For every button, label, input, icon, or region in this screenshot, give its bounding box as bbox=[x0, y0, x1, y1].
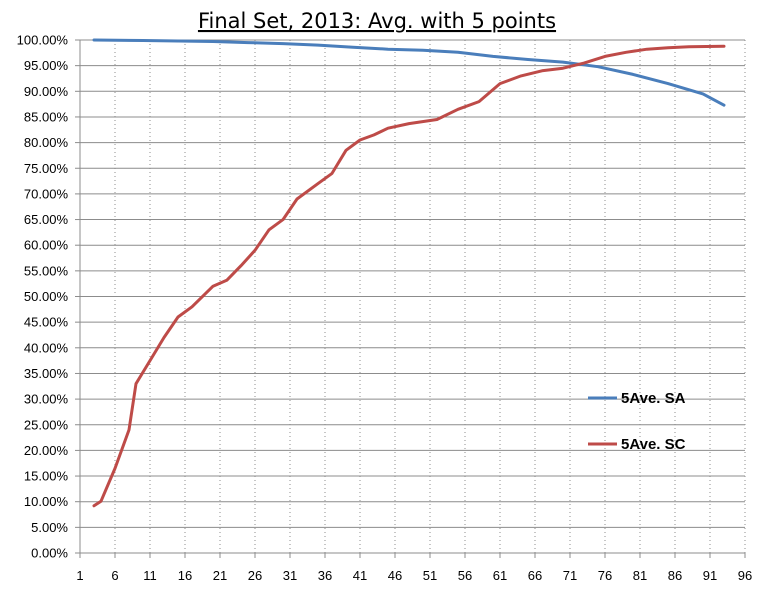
x-tick-label: 96 bbox=[738, 568, 752, 583]
y-tick-label: 5.00% bbox=[31, 520, 68, 535]
x-tick-label: 41 bbox=[353, 568, 367, 583]
y-tick-label: 35.00% bbox=[24, 366, 69, 381]
y-tick-label: 30.00% bbox=[24, 392, 69, 407]
y-tick-label: 20.00% bbox=[24, 443, 69, 458]
x-tick-label: 76 bbox=[598, 568, 612, 583]
y-tick-label: 75.00% bbox=[24, 161, 69, 176]
x-tick-label: 56 bbox=[458, 568, 472, 583]
x-tick-label: 21 bbox=[213, 568, 227, 583]
x-tick-label: 31 bbox=[283, 568, 297, 583]
x-tick-label: 36 bbox=[318, 568, 332, 583]
x-tick-label: 86 bbox=[668, 568, 682, 583]
series bbox=[92, 38, 726, 508]
x-tick-label: 11 bbox=[143, 568, 157, 583]
y-tick-label: 25.00% bbox=[24, 417, 69, 432]
x-tick-label: 66 bbox=[528, 568, 542, 583]
y-tick-label: 65.00% bbox=[24, 212, 69, 227]
series-line-sc bbox=[92, 44, 726, 508]
y-tick-label: 80.00% bbox=[24, 135, 69, 150]
y-tick-label: 45.00% bbox=[24, 315, 69, 330]
y-tick-label: 0.00% bbox=[31, 546, 68, 561]
x-tick-label: 81 bbox=[633, 568, 647, 583]
y-tick-label: 95.00% bbox=[24, 58, 69, 73]
y-tick-label: 40.00% bbox=[24, 340, 69, 355]
y-tick-label: 15.00% bbox=[24, 469, 69, 484]
y-tick-label: 55.00% bbox=[24, 263, 69, 278]
y-tick-label: 100.00% bbox=[17, 33, 69, 48]
y-tick-label: 50.00% bbox=[24, 289, 69, 304]
x-tick-label: 61 bbox=[493, 568, 507, 583]
grid bbox=[80, 39, 746, 554]
x-tick-label: 26 bbox=[248, 568, 262, 583]
x-tick-label: 16 bbox=[178, 568, 192, 583]
y-tick-label: 10.00% bbox=[24, 494, 69, 509]
axes: 0.00% 5.00% 10.00% 15.00% 20.00% 25.00% 30.00%… bbox=[17, 33, 753, 584]
chart-title: Final Set, 2013: Avg. with 5 points bbox=[198, 9, 556, 33]
y-tick-label: 90.00% bbox=[24, 84, 69, 99]
y-tick-label: 85.00% bbox=[24, 109, 69, 124]
x-tick-label: 6 bbox=[111, 568, 118, 583]
x-tick-label: 51 bbox=[423, 568, 437, 583]
y-tick-label: 60.00% bbox=[24, 238, 69, 253]
legend-label: 5Ave. SA bbox=[621, 390, 686, 407]
series-line-sa bbox=[92, 38, 726, 107]
x-tick-label: 1 bbox=[76, 568, 83, 583]
y-tick-label: 70.00% bbox=[24, 186, 69, 201]
x-tick-label: 46 bbox=[388, 568, 402, 583]
x-tick-label: 91 bbox=[703, 568, 717, 583]
legend-label: 5Ave. SC bbox=[621, 436, 686, 453]
legend: 5Ave. SA 5Ave. SC bbox=[588, 390, 686, 453]
x-tick-label: 71 bbox=[563, 568, 577, 583]
